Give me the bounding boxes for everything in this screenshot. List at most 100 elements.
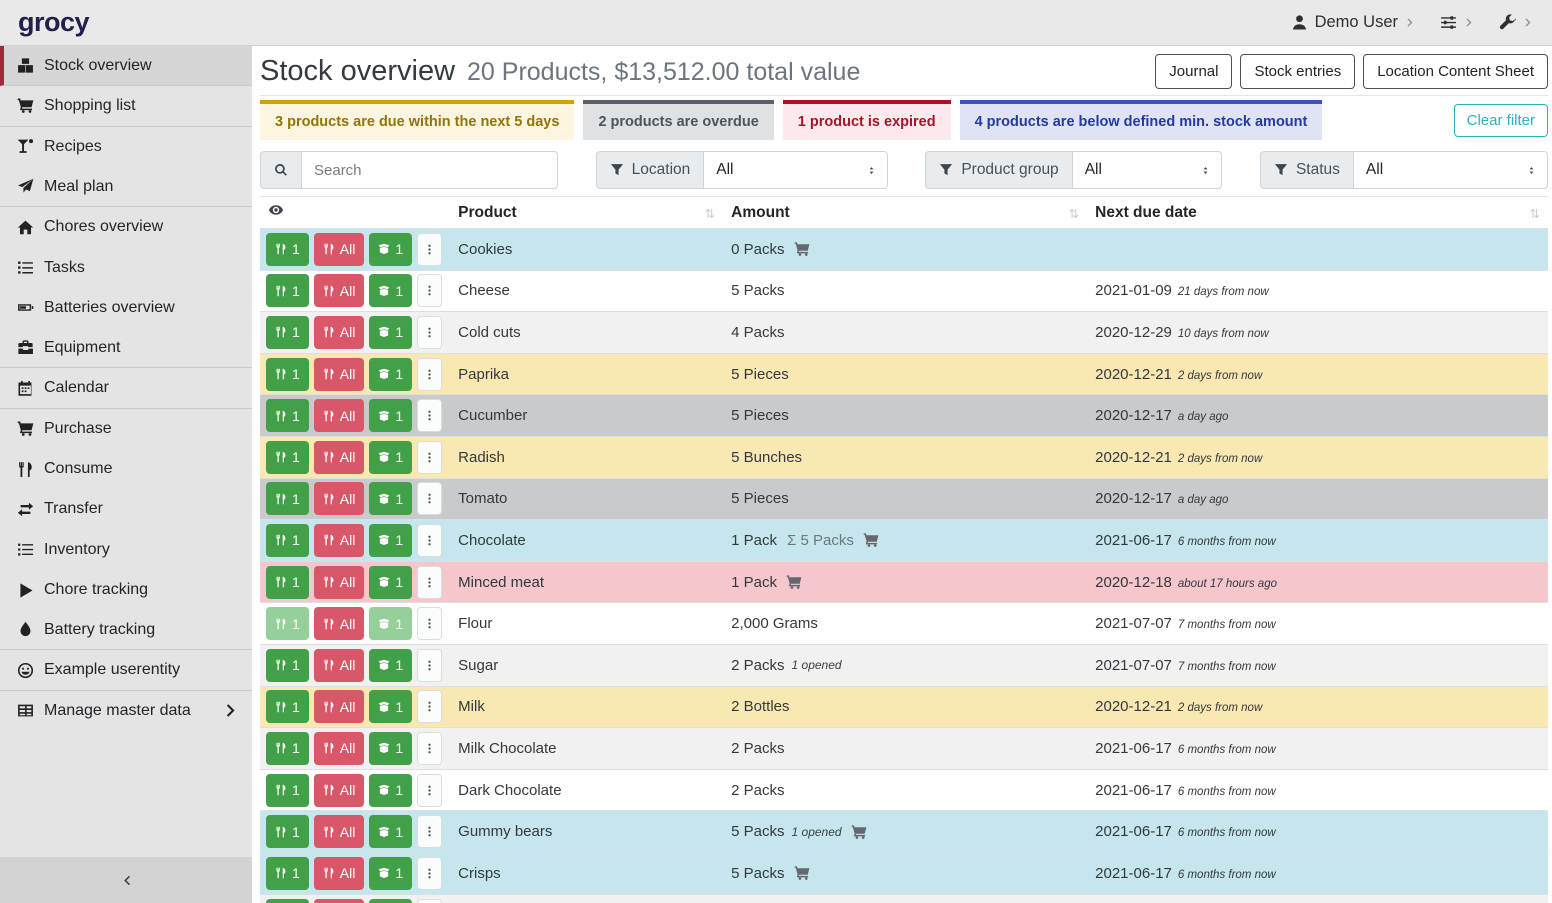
open-one-button[interactable]: 1 xyxy=(369,440,413,474)
journal-button[interactable]: Journal xyxy=(1155,54,1233,89)
consume-all-button[interactable]: All xyxy=(313,898,365,903)
row-menu-button[interactable] xyxy=(417,898,443,903)
row-menu-button[interactable] xyxy=(417,607,443,641)
sidebar-item-example-userentity[interactable]: Example userentity xyxy=(0,650,252,691)
warning-banner[interactable]: 3 products are due within the next 5 day… xyxy=(260,100,575,140)
consume-one-button[interactable]: 1 xyxy=(266,607,309,641)
sidebar-item-batteries-overview[interactable]: Batteries overview xyxy=(0,288,252,328)
open-one-button[interactable]: 1 xyxy=(369,607,413,641)
settings-menu[interactable] xyxy=(1440,14,1475,31)
sidebar-item-purchase[interactable]: Purchase xyxy=(0,409,252,449)
sidebar-item-consume[interactable]: Consume xyxy=(0,449,252,489)
consume-one-button[interactable]: 1 xyxy=(266,274,309,308)
column-amount[interactable]: Amount ⇅ xyxy=(723,196,1088,229)
row-menu-button[interactable] xyxy=(417,482,443,516)
sidebar-item-meal-plan[interactable]: Meal plan xyxy=(0,167,252,208)
row-menu-button[interactable] xyxy=(417,357,443,391)
column-visibility-header[interactable] xyxy=(260,196,451,229)
row-menu-button[interactable] xyxy=(417,315,443,349)
open-one-button[interactable]: 1 xyxy=(369,856,413,890)
row-menu-button[interactable] xyxy=(417,440,443,474)
open-one-button[interactable]: 1 xyxy=(369,274,413,308)
secondary-banner[interactable]: 2 products are overdue xyxy=(583,100,774,140)
row-menu-button[interactable] xyxy=(417,565,443,599)
sidebar-item-battery-tracking[interactable]: Battery tracking xyxy=(0,610,252,651)
consume-one-button[interactable]: 1 xyxy=(266,856,309,890)
consume-all-button[interactable]: All xyxy=(313,399,365,433)
consume-all-button[interactable]: All xyxy=(313,856,365,890)
consume-one-button[interactable]: 1 xyxy=(266,232,309,266)
consume-all-button[interactable]: All xyxy=(313,440,365,474)
open-one-button[interactable]: 1 xyxy=(369,315,413,349)
consume-all-button[interactable]: All xyxy=(313,523,365,557)
sidebar-collapse-button[interactable] xyxy=(0,857,252,903)
consume-one-button[interactable]: 1 xyxy=(266,773,309,807)
column-product[interactable]: Product ⇅ xyxy=(450,196,724,229)
open-one-button[interactable]: 1 xyxy=(369,482,413,516)
sidebar-item-chore-tracking[interactable]: Chore tracking xyxy=(0,570,252,610)
consume-all-button[interactable]: All xyxy=(313,607,365,641)
product-group-select[interactable]: All xyxy=(1071,151,1223,189)
consume-all-button[interactable]: All xyxy=(313,731,365,765)
sidebar-item-recipes[interactable]: Recipes xyxy=(0,127,252,167)
consume-all-button[interactable]: All xyxy=(313,690,365,724)
consume-all-button[interactable]: All xyxy=(313,482,365,516)
row-menu-button[interactable] xyxy=(417,232,443,266)
row-menu-button[interactable] xyxy=(417,815,443,849)
open-one-button[interactable]: 1 xyxy=(369,815,413,849)
row-menu-button[interactable] xyxy=(417,399,443,433)
open-one-button[interactable]: 1 xyxy=(369,357,413,391)
consume-all-button[interactable]: All xyxy=(313,773,365,807)
consume-all-button[interactable]: All xyxy=(313,315,365,349)
open-one-button[interactable]: 1 xyxy=(369,898,413,903)
consume-all-button[interactable]: All xyxy=(313,565,365,599)
admin-menu[interactable] xyxy=(1499,14,1534,31)
consume-one-button[interactable]: 1 xyxy=(266,648,309,682)
consume-one-button[interactable]: 1 xyxy=(266,482,309,516)
clear-filter-button[interactable]: Clear filter xyxy=(1453,103,1548,137)
sidebar-item-transfer[interactable]: Transfer xyxy=(0,489,252,529)
open-one-button[interactable]: 1 xyxy=(369,731,413,765)
sidebar-item-equipment[interactable]: Equipment xyxy=(0,328,252,369)
consume-all-button[interactable]: All xyxy=(313,648,365,682)
row-menu-button[interactable] xyxy=(417,856,443,890)
status-select[interactable]: All xyxy=(1352,151,1548,189)
open-one-button[interactable]: 1 xyxy=(369,399,413,433)
consume-all-button[interactable]: All xyxy=(313,232,365,266)
consume-one-button[interactable]: 1 xyxy=(266,898,309,903)
consume-all-button[interactable]: All xyxy=(313,274,365,308)
sidebar-item-manage-master-data[interactable]: Manage master data xyxy=(0,691,252,731)
sidebar-item-chores-overview[interactable]: Chores overview xyxy=(0,207,252,247)
sidebar-item-tasks[interactable]: Tasks xyxy=(0,247,252,287)
sidebar-item-stock-overview[interactable]: Stock overview xyxy=(0,46,252,87)
consume-one-button[interactable]: 1 xyxy=(266,357,309,391)
primary-banner[interactable]: 4 products are below defined min. stock … xyxy=(959,100,1323,140)
consume-one-button[interactable]: 1 xyxy=(266,399,309,433)
location-select[interactable]: All xyxy=(703,151,888,189)
danger-banner[interactable]: 1 product is expired xyxy=(782,100,951,140)
search-input[interactable] xyxy=(301,151,558,189)
consume-one-button[interactable]: 1 xyxy=(266,815,309,849)
sidebar-item-calendar[interactable]: Calendar xyxy=(0,368,252,409)
row-menu-button[interactable] xyxy=(417,690,443,724)
row-menu-button[interactable] xyxy=(417,523,443,557)
row-menu-button[interactable] xyxy=(417,731,443,765)
open-one-button[interactable]: 1 xyxy=(369,232,413,266)
location-content-sheet-button[interactable]: Location Content Sheet xyxy=(1363,54,1548,89)
consume-all-button[interactable]: All xyxy=(313,815,365,849)
open-one-button[interactable]: 1 xyxy=(369,565,413,599)
consume-all-button[interactable]: All xyxy=(313,357,365,391)
user-menu[interactable]: Demo User xyxy=(1291,13,1416,32)
consume-one-button[interactable]: 1 xyxy=(266,565,309,599)
consume-one-button[interactable]: 1 xyxy=(266,690,309,724)
open-one-button[interactable]: 1 xyxy=(369,773,413,807)
row-menu-button[interactable] xyxy=(417,648,443,682)
consume-one-button[interactable]: 1 xyxy=(266,731,309,765)
consume-one-button[interactable]: 1 xyxy=(266,440,309,474)
consume-one-button[interactable]: 1 xyxy=(266,315,309,349)
sidebar-item-inventory[interactable]: Inventory xyxy=(0,530,252,570)
consume-one-button[interactable]: 1 xyxy=(266,523,309,557)
open-one-button[interactable]: 1 xyxy=(369,690,413,724)
stock-entries-button[interactable]: Stock entries xyxy=(1240,54,1356,89)
sidebar-item-shopping-list[interactable]: Shopping list xyxy=(0,86,252,127)
